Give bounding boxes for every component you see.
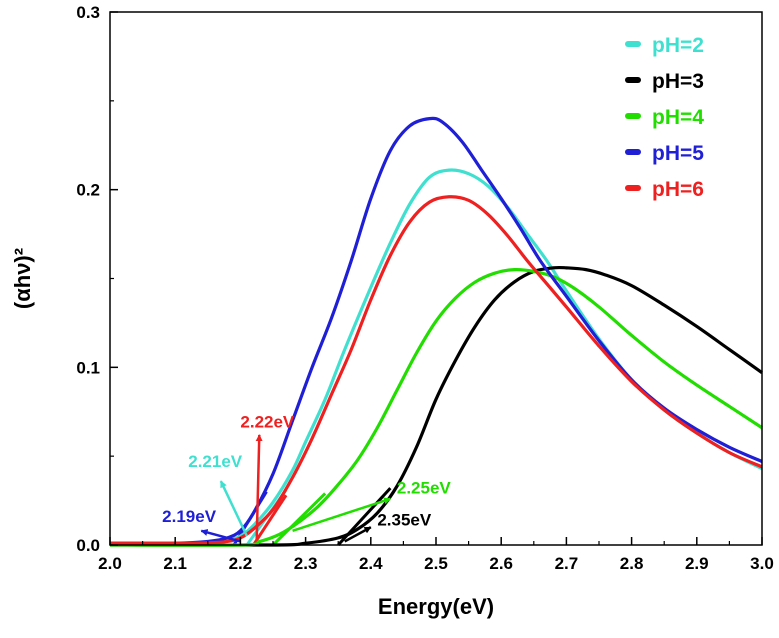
legend-label: pH=4 [652,106,704,129]
x-tick-label: 3.0 [750,554,774,573]
annotation-label: 2.19eV [162,507,217,526]
legend-label: pH=6 [652,178,704,201]
x-tick-label: 2.0 [98,554,122,573]
annotation-label: 2.22eV [240,413,295,432]
annotation-label: 2.35eV [377,510,432,529]
annotation-arrow [219,480,249,537]
x-tick-label: 2.3 [294,554,318,573]
y-axis-title: (αhν)² [10,248,35,309]
annotation-arrow [255,434,263,540]
series-line [109,265,763,547]
series-line [109,267,763,547]
tangent-line [271,492,327,547]
annotation-layer: 2.22eV 2.21eV 2.19eV 2.25eV 2.35eV [162,413,452,543]
x-tick-label: 2.4 [359,554,383,573]
legend-label: pH=3 [652,70,704,93]
tangent-line [252,494,288,546]
annotation-arrow [292,497,392,532]
series-line [109,116,763,545]
x-tick-label: 2.7 [555,554,579,573]
legend-label: pH=2 [652,34,704,57]
legend: pH=2 pH=3 pH=4 pH=5 pH=6 [625,34,704,201]
annotation-label: 2.25eV [397,478,452,497]
y-axis-ticks: 0.0 0.1 0.2 0.3 [76,3,118,555]
annotation-label: 2.21eV [188,452,243,471]
x-axis-title: Energy(eV) [378,594,494,619]
annotation-arrow [344,526,372,543]
x-tick-label: 2.8 [620,554,644,573]
legend-label: pH=5 [652,142,704,165]
x-tick-label: 2.5 [424,554,448,573]
x-tick-label: 2.9 [685,554,709,573]
y-tick-label: 0.3 [76,3,100,22]
y-tick-label: 0.1 [76,358,100,377]
y-tick-label: 0.0 [76,536,100,555]
y-tick-label: 0.2 [76,181,100,200]
annotation-arrow [200,529,241,543]
x-axis-ticks: 2.0 2.1 2.2 2.3 2.4 2.5 2.6 2.7 2.8 2.9 3.0 [98,537,774,573]
x-tick-label: 2.2 [229,554,253,573]
x-tick-label: 2.1 [163,554,187,573]
x-tick-label: 2.6 [489,554,513,573]
